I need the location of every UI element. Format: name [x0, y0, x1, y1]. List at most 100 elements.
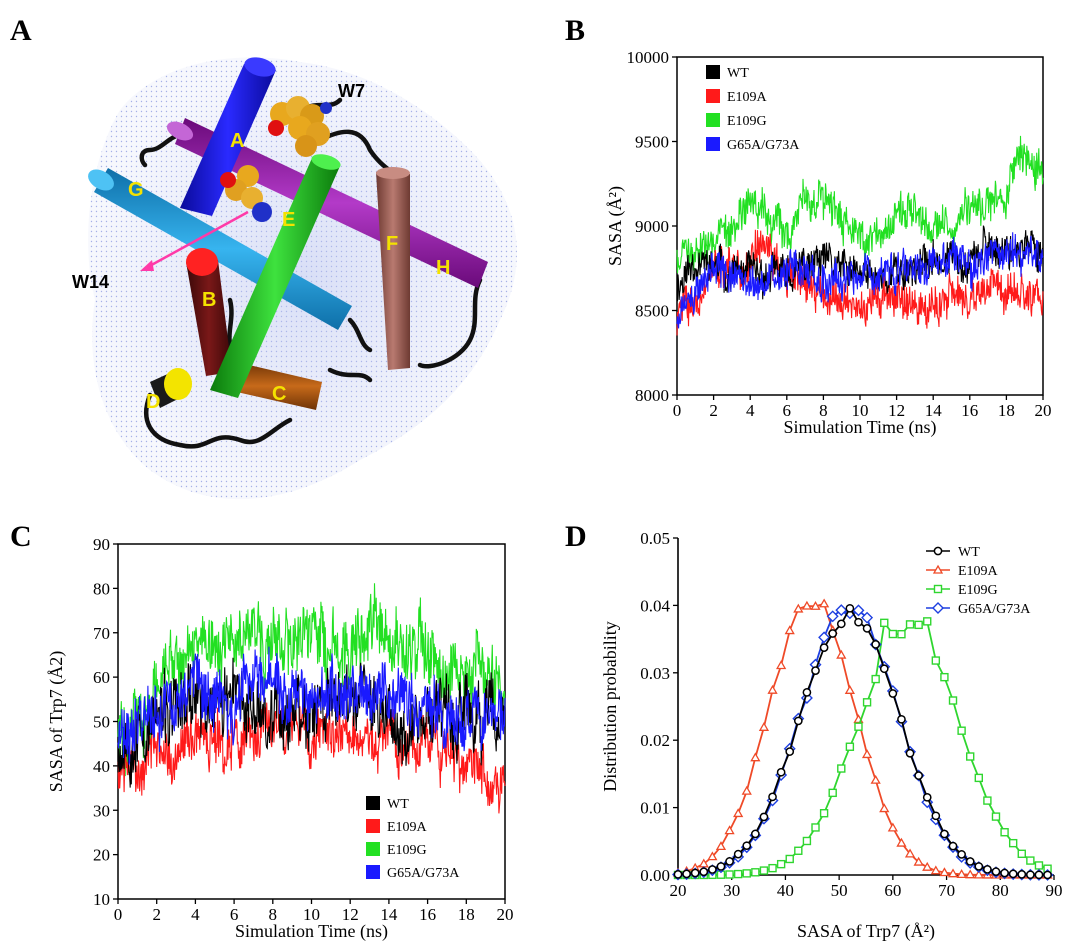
y-tick-label: 0.02 [640, 731, 670, 750]
marker-circle [974, 862, 984, 871]
marker-triangle [973, 869, 984, 879]
marker-square [888, 629, 898, 639]
y-tick-label: 8500 [635, 302, 669, 321]
marker-circle [862, 624, 872, 633]
marker-triangle [887, 822, 898, 832]
series-line-wt [677, 606, 1048, 876]
marker-circle [819, 643, 829, 652]
marker-square [1017, 849, 1026, 859]
marker-square [811, 823, 820, 832]
marker-triangle [956, 869, 967, 878]
y-tick-label: 90 [93, 535, 110, 554]
marker-triangle [784, 625, 795, 635]
legend-swatch-e109g [706, 113, 720, 127]
marker-circle [682, 869, 691, 879]
helix-label-f: F [386, 233, 398, 255]
series-wt [673, 603, 1052, 880]
legend-label-g65a-g73a: G65A/G73A [958, 602, 1031, 617]
marker-diamond [835, 604, 848, 617]
marker-circle [759, 812, 769, 822]
marker-square [751, 868, 760, 877]
w14-pointer-arrow [145, 210, 249, 270]
series-line-g65a-g73a [676, 232, 1044, 329]
marker-diamond [861, 611, 874, 624]
y-axis-label: SASA of Trp7 (Å2) [46, 651, 67, 793]
marker-circle [991, 867, 1001, 877]
x-tick-label: 12 [342, 905, 359, 924]
y-tick-label: 30 [93, 801, 110, 820]
marker-square [802, 836, 812, 846]
helix-label-d: D [146, 391, 160, 413]
x-tick-label: 70 [938, 881, 955, 900]
marker-square [794, 846, 803, 855]
x-tick-label: 8 [269, 905, 278, 924]
chart-c-trp7-sasa: 0 2 4 6 8 10 12 14 16 18 20 10 20 30 40 50 60 70 80 90 Simul… [46, 535, 514, 942]
y-tick-label: 9000 [635, 217, 669, 236]
marker-triangle [810, 600, 821, 610]
marker-square [1000, 828, 1009, 837]
marker-triangle [904, 848, 916, 858]
marker-triangle [801, 600, 813, 610]
marker-triangle [758, 721, 770, 731]
marker-diamond [826, 610, 839, 623]
x-tick-label: 6 [230, 905, 239, 924]
series-line-e109a [117, 700, 506, 814]
helix-label-e: E [282, 209, 295, 231]
helix-label-a: A [230, 130, 244, 152]
marker-triangle [896, 837, 907, 847]
marker-triangle [776, 660, 787, 670]
y-tick-label: 0.05 [640, 529, 670, 548]
y-tick-label: 70 [93, 624, 110, 643]
legend-swatch-e109a [366, 819, 380, 833]
y-tick-label: 0.01 [640, 799, 670, 818]
marker-circle [699, 867, 709, 877]
marker-square [923, 617, 932, 626]
series-g65a-g73a [672, 604, 1054, 881]
marker-circle [793, 716, 803, 726]
x-axis-label: Simulation Time (ns) [235, 921, 388, 942]
marker-circle [1043, 870, 1052, 880]
helix-label-c: C [272, 383, 286, 405]
x-tick-label: 14 [925, 401, 943, 420]
marker-triangle [947, 868, 959, 878]
marker-triangle [733, 808, 744, 818]
marker-circle [1000, 868, 1009, 878]
helix-label-h: H [436, 257, 450, 279]
marker-square [768, 863, 777, 873]
series-line-e109a [676, 229, 1044, 336]
residue-label-w14: W14 [72, 272, 109, 292]
marker-square [991, 812, 1001, 821]
marker-circle [933, 546, 943, 556]
x-tick-label: 16 [419, 905, 436, 924]
marker-square [940, 672, 949, 682]
y-tick-label: 60 [93, 668, 110, 687]
marker-triangle [913, 856, 924, 866]
marker-circle [733, 849, 743, 859]
marker-circle [690, 868, 700, 878]
marker-circle [768, 792, 777, 802]
marker-square [1008, 838, 1018, 848]
marker-circle [828, 629, 838, 638]
helix-g [88, 168, 352, 330]
x-tick-label: 20 [497, 905, 514, 924]
marker-triangle [965, 869, 976, 879]
marker-circle [983, 865, 992, 874]
marker-triangle [715, 841, 727, 851]
x-tick-label: 4 [746, 401, 755, 420]
x-tick-label: 10 [852, 401, 869, 420]
marker-circle [742, 841, 752, 851]
marker-triangle [793, 603, 804, 613]
legend-swatch-e109a [706, 89, 720, 103]
marker-circle [888, 689, 898, 698]
x-tick-label: 30 [723, 881, 740, 900]
marker-circle [871, 640, 881, 649]
legend-swatch-wt [706, 65, 720, 79]
marker-square [725, 870, 734, 879]
marker-square [854, 722, 863, 731]
legend-label-wt: WT [387, 797, 409, 812]
marker-square [837, 764, 846, 773]
marker-circle [854, 617, 863, 627]
helix-d [150, 368, 192, 408]
marker-triangle [922, 861, 933, 871]
